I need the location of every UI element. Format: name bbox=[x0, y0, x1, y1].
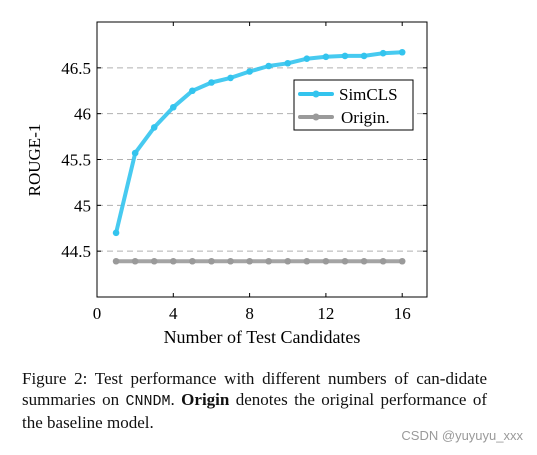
y-tick-label: 45 bbox=[74, 196, 91, 215]
y-tick-label: 44.5 bbox=[61, 242, 91, 261]
data-point-origin bbox=[265, 257, 272, 265]
data-point-origin bbox=[227, 257, 234, 265]
x-axis-label: Number of Test Candidates bbox=[164, 327, 361, 347]
caption-dataset: CNNDM bbox=[125, 393, 171, 410]
data-point-origin bbox=[360, 257, 368, 265]
series-origin bbox=[112, 257, 406, 265]
data-point-origin bbox=[398, 257, 406, 265]
watermark: CSDN @yuyuyu_xxx bbox=[401, 428, 523, 443]
legend-origin-label: Origin. bbox=[341, 108, 390, 127]
x-tick-label: 8 bbox=[245, 304, 254, 323]
series-line-simcls bbox=[114, 50, 405, 235]
x-tick-label: 12 bbox=[317, 304, 334, 323]
data-point-simcls bbox=[227, 74, 234, 82]
data-point-simcls bbox=[150, 124, 158, 131]
data-point-simcls bbox=[322, 53, 330, 61]
caption-prefix: Figure 2: Test performance with differen… bbox=[22, 369, 487, 409]
data-point-simcls bbox=[265, 62, 272, 70]
x-tick-label: 16 bbox=[394, 304, 411, 323]
legend: SimCLS Origin. bbox=[293, 79, 414, 131]
data-point-origin bbox=[208, 257, 215, 265]
x-tick-label: 4 bbox=[169, 304, 178, 323]
data-point-origin bbox=[341, 257, 349, 265]
data-point-simcls bbox=[189, 87, 196, 95]
x-tick-label: 0 bbox=[93, 304, 102, 323]
series-layer bbox=[112, 48, 406, 265]
data-point-simcls bbox=[398, 48, 406, 56]
y-tick-label: 45.5 bbox=[61, 151, 91, 170]
data-point-simcls bbox=[284, 59, 292, 67]
data-point-simcls bbox=[112, 229, 120, 237]
data-point-origin bbox=[131, 257, 139, 265]
caption-suffix: denotes the original performance of the … bbox=[22, 390, 488, 432]
data-point-simcls bbox=[379, 49, 387, 57]
data-point-simcls bbox=[170, 103, 177, 111]
legend-simcls-label: SimCLS bbox=[339, 85, 398, 104]
data-point-origin bbox=[284, 257, 292, 265]
data-point-simcls bbox=[341, 52, 349, 60]
data-point-origin bbox=[379, 257, 387, 265]
data-point-origin bbox=[170, 257, 177, 265]
data-point-origin bbox=[189, 257, 196, 265]
series-simcls bbox=[112, 48, 406, 237]
data-point-simcls bbox=[303, 55, 311, 62]
y-tick-label: 46 bbox=[74, 105, 91, 124]
data-point-origin bbox=[246, 257, 253, 265]
data-point-simcls bbox=[208, 79, 215, 86]
data-point-origin bbox=[303, 257, 311, 265]
data-point-simcls bbox=[360, 52, 368, 60]
figure-caption: Figure 2: Test performance with differen… bbox=[22, 368, 487, 433]
y-axis-label: ROUGE-1 bbox=[25, 124, 44, 197]
legend-simcls-marker bbox=[312, 90, 320, 98]
y-axis-ticks: 44.5 45 45.5 46 46.5 bbox=[61, 59, 427, 261]
caption-middle: . bbox=[170, 390, 182, 409]
caption-bold-term: Origin bbox=[181, 390, 230, 409]
legend-origin-marker bbox=[312, 113, 320, 121]
y-tick-label: 46.5 bbox=[61, 59, 91, 78]
line-chart: 44.5 45 45.5 46 46.5 0 4 8 12 16 ROUGE-1 Number … bbox=[25, 21, 428, 347]
legend-box bbox=[293, 79, 414, 131]
x-axis-ticks: 0 4 8 12 16 bbox=[93, 22, 411, 323]
data-point-simcls bbox=[131, 149, 139, 157]
data-point-simcls bbox=[246, 68, 253, 75]
data-point-origin bbox=[322, 257, 330, 265]
data-point-origin bbox=[112, 257, 120, 265]
data-point-origin bbox=[150, 257, 158, 265]
